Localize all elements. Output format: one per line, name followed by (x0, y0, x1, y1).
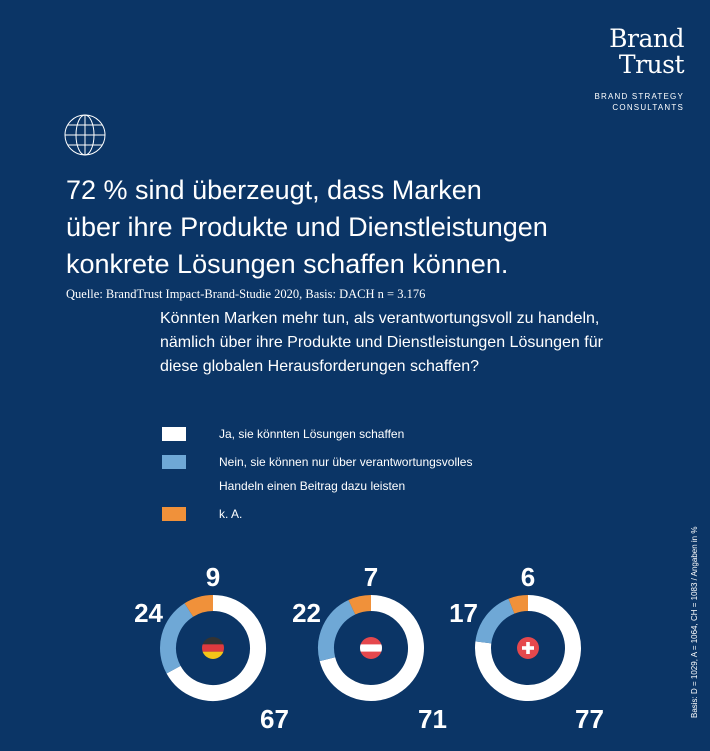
data-label: 22 (292, 598, 321, 628)
legend-swatch (162, 455, 186, 469)
data-label: 9 (206, 562, 220, 592)
source-note: Quelle: BrandTrust Impact-Brand-Studie 2… (66, 287, 426, 301)
donut-segment (508, 595, 529, 614)
tagline2: CONSULTANTS (612, 103, 684, 112)
donut-segment (319, 595, 424, 701)
data-label: 7 (364, 562, 378, 592)
globe-icon (64, 114, 106, 156)
tagline1: BRAND STRATEGY (594, 92, 684, 101)
basis-note: Basis: D = 1029, A = 1064, CH = 1083 / A… (690, 526, 699, 718)
headline-line: konkrete Lösungen schaffen können. (66, 249, 509, 279)
donut-segment (184, 595, 214, 617)
austria-flag-icon (360, 637, 382, 659)
data-label: 24 (134, 598, 163, 628)
donut-segment (475, 598, 515, 644)
legend-swatch (162, 507, 186, 521)
logo-line2: Trust (618, 50, 685, 79)
legend-label: Handeln einen Beitrag dazu leisten (219, 479, 406, 493)
headline-line: über ihre Produkte und Dienstleistungen (66, 212, 548, 242)
survey-question: Könnten Marken mehr tun, als verantwortu… (160, 310, 603, 375)
donut-segment (160, 603, 194, 674)
donut-segment (166, 595, 266, 701)
data-label: 17 (449, 598, 478, 628)
logo-tagline: BRAND STRATEGY CONSULTANTS (560, 91, 684, 113)
headline: 72 % sind überzeugt, dass Marken über ih… (66, 172, 548, 283)
data-label: 71 (418, 704, 447, 734)
legend-label: k. A. (219, 507, 243, 521)
donut-segment (318, 600, 356, 662)
headline-line: 72 % sind überzeugt, dass Marken (66, 175, 482, 205)
donut-segment (475, 595, 581, 701)
data-label: 6 (521, 562, 535, 592)
legend-label: Ja, sie könnten Lösungen schaffen (219, 427, 405, 441)
brandtrust-logo: Brand Trust (598, 26, 684, 78)
data-label: 67 (260, 704, 289, 734)
logo-line1: Brand (609, 24, 684, 53)
data-label: 77 (575, 704, 604, 734)
legend-label: Nein, sie können nur über verantwortungs… (219, 455, 473, 469)
germany-flag-icon (202, 637, 224, 659)
donut-segment (348, 595, 372, 615)
legend-swatch (162, 427, 186, 441)
switzerland-flag-icon (517, 637, 539, 659)
